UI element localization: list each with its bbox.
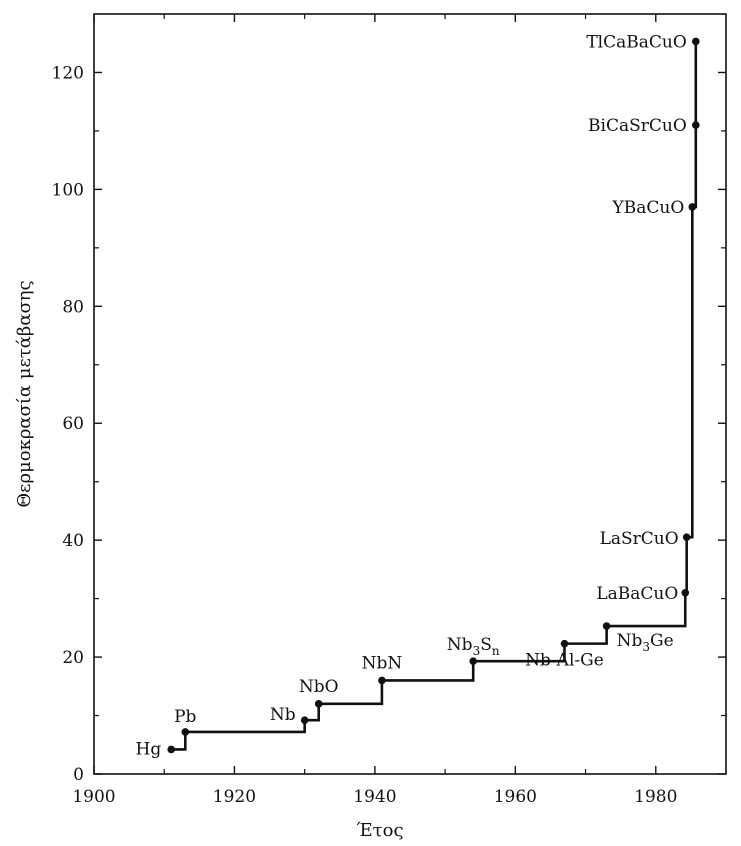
data-point bbox=[681, 588, 690, 597]
x-axis-title: Έτος bbox=[356, 820, 403, 841]
series-group bbox=[167, 37, 700, 754]
point-label: Nb bbox=[270, 705, 296, 725]
point-label-text: BiCaSrCuO bbox=[588, 116, 687, 136]
point-label: BiCaSrCuO bbox=[588, 116, 687, 136]
point-label-text: Hg bbox=[136, 739, 162, 759]
data-point bbox=[560, 639, 569, 648]
point-label-text: Pb bbox=[174, 707, 196, 727]
point-label: YBaCuO bbox=[612, 198, 685, 218]
point-label: Pb bbox=[174, 707, 196, 727]
point-label-text: LaSrCuO bbox=[600, 529, 679, 549]
point-label: LaSrCuO bbox=[600, 529, 679, 549]
point-label-subscript: 3 bbox=[642, 640, 650, 654]
y-tick-label: 40 bbox=[62, 531, 84, 551]
y-tick-label: 20 bbox=[62, 648, 84, 668]
data-point bbox=[167, 745, 176, 754]
point-label-text: LaBaCuO bbox=[596, 584, 678, 604]
point-label-text: NbO bbox=[299, 677, 339, 697]
data-point bbox=[688, 203, 697, 211]
point-label-text: S bbox=[480, 635, 492, 655]
point-label: LaBaCuO bbox=[596, 584, 678, 604]
point-label-text: Ge bbox=[650, 631, 674, 651]
point-label-text: Nb-Al-Ge bbox=[525, 651, 604, 671]
data-point bbox=[469, 657, 478, 665]
x-tick-label: 1900 bbox=[72, 787, 115, 807]
y-axis-title: Θερμοκρασία μετάβασης bbox=[14, 280, 35, 507]
point-label: NbO bbox=[299, 677, 339, 697]
y-tick-label: 0 bbox=[73, 765, 84, 785]
point-label-subscript: 3 bbox=[473, 644, 481, 658]
y-tick-label: 80 bbox=[62, 297, 84, 317]
x-tick-label: 1960 bbox=[494, 787, 537, 807]
point-label-text: TlCaBaCuO bbox=[586, 32, 686, 52]
x-tick-label: 1920 bbox=[213, 787, 256, 807]
data-point bbox=[181, 728, 190, 736]
axes: 1900 1920 1940 1960 1980 0 20 40 60 80 100 120 bbox=[52, 14, 726, 807]
point-label-text: Nb bbox=[270, 705, 296, 725]
y-tick-label: 60 bbox=[62, 414, 84, 434]
point-label: TlCaBaCuO bbox=[586, 32, 686, 52]
data-point bbox=[692, 37, 700, 46]
point-label-text: Nb bbox=[617, 631, 643, 651]
point-label-text: NbN bbox=[362, 653, 403, 673]
point-label-text: YBaCuO bbox=[612, 198, 685, 218]
x-tick-label: 1980 bbox=[634, 787, 677, 807]
plot-frame bbox=[93, 13, 727, 775]
data-point bbox=[300, 716, 309, 725]
data-point bbox=[378, 676, 386, 685]
data-point bbox=[682, 533, 691, 542]
point-label: Nb3Sn bbox=[447, 635, 500, 658]
y-tick-label: 100 bbox=[52, 180, 84, 200]
point-label-text: Nb bbox=[447, 635, 473, 655]
point-label: Nb-Al-Ge bbox=[525, 651, 604, 671]
data-point bbox=[314, 700, 323, 708]
point-label: Nb3Ge bbox=[617, 631, 674, 654]
y-tick-label: 120 bbox=[52, 63, 84, 83]
x-tick-label: 1940 bbox=[353, 787, 396, 807]
point-label: NbN bbox=[362, 653, 403, 673]
point-label-subscript: n bbox=[492, 644, 500, 658]
data-point bbox=[692, 121, 700, 129]
data-point bbox=[602, 622, 611, 630]
point-label: Hg bbox=[136, 739, 162, 759]
